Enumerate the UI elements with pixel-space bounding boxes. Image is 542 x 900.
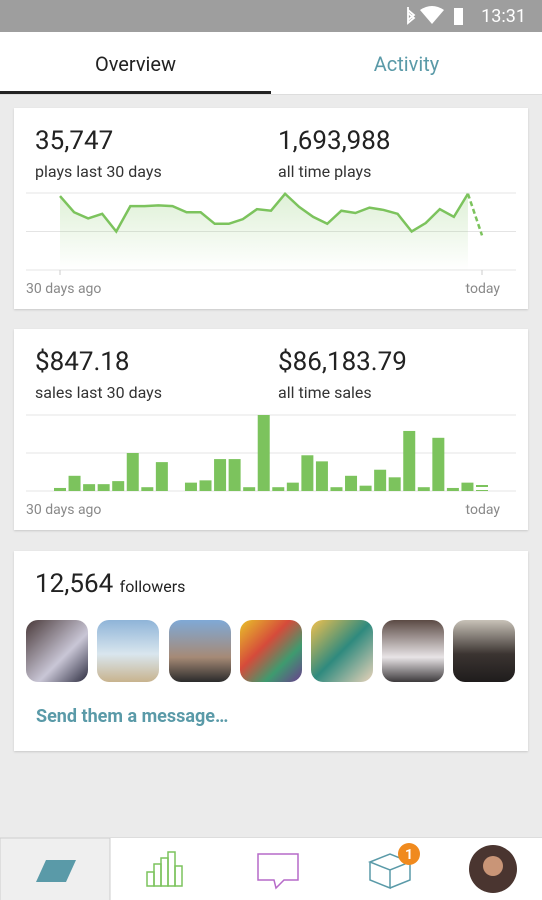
x-label: today bbox=[465, 281, 500, 297]
stat-value: $847.18 bbox=[35, 347, 130, 377]
count: 12,564 bbox=[35, 569, 114, 599]
stat-value: 1,693,988 bbox=[278, 126, 391, 156]
tab-bar: Overview Activity bbox=[0, 32, 542, 95]
avatar[interactable] bbox=[240, 620, 302, 682]
avatar[interactable] bbox=[97, 620, 159, 682]
avatar[interactable] bbox=[453, 620, 515, 682]
stat-label: all time plays bbox=[278, 162, 372, 181]
avatar[interactable] bbox=[26, 620, 88, 682]
count-label: followers bbox=[119, 577, 186, 596]
stat-value: 35,747 bbox=[35, 126, 114, 156]
stat-label: sales last 30 days bbox=[35, 383, 163, 402]
stat-value: $86,183.79 bbox=[278, 347, 407, 377]
profile-face bbox=[483, 856, 503, 876]
x-label: today bbox=[465, 502, 500, 518]
tab[interactable]: Overview bbox=[0, 32, 271, 94]
x-label: 30 days ago bbox=[26, 502, 102, 518]
stat-label: plays last 30 days bbox=[35, 162, 162, 181]
badge-count: 1 bbox=[405, 847, 413, 863]
x-label: 30 days ago bbox=[26, 281, 102, 297]
nav-icons: 1 bbox=[0, 837, 517, 900]
home-icon bbox=[36, 860, 76, 882]
messages-icon[interactable] bbox=[257, 853, 299, 890]
stats-icon[interactable] bbox=[146, 851, 183, 887]
follower-count: 12,564 followers bbox=[35, 569, 185, 599]
avatar[interactable] bbox=[311, 620, 373, 682]
message-link[interactable]: Send them a message… bbox=[36, 706, 229, 727]
clock: 13:31 bbox=[481, 6, 526, 27]
sales-card: $847.18 sales last 30 days $86,183.79 al… bbox=[14, 329, 528, 530]
badge bbox=[398, 843, 420, 865]
plays-card: 35,747 plays last 30 days 1,693,988 all … bbox=[14, 108, 528, 309]
bottom-nav: 1 bbox=[0, 837, 542, 900]
avatar[interactable] bbox=[169, 620, 231, 682]
avatar[interactable] bbox=[382, 620, 444, 682]
stat-label: all time sales bbox=[278, 383, 372, 402]
status-icons bbox=[407, 6, 463, 25]
followers-card: 12,564 followers Send them a message… bbox=[14, 551, 528, 751]
tab[interactable]: Activity bbox=[373, 52, 440, 76]
status-bar: 13:31 bbox=[0, 0, 542, 32]
